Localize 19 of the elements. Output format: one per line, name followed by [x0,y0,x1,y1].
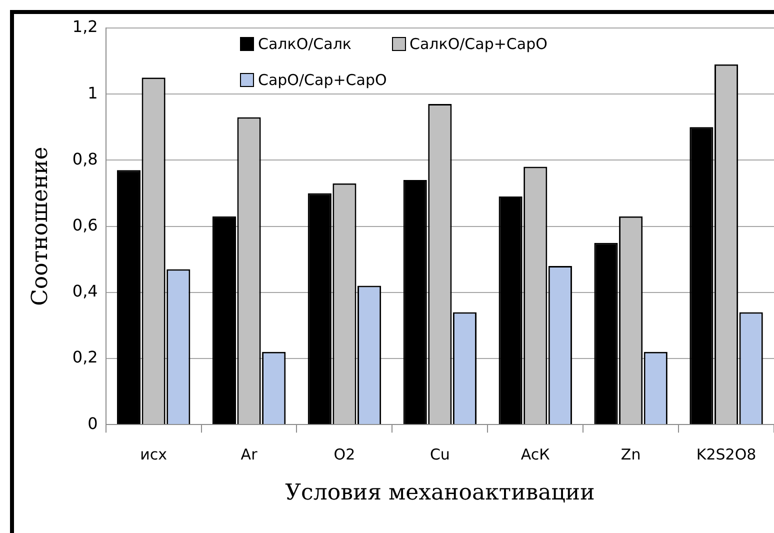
y-axis-title: Соотношение [28,146,53,306]
x-tick-label: Cu [430,445,450,464]
legend-label: СалкО/Сар+СарО [410,35,548,53]
legend-label: СарО/Сар+СарО [258,71,387,89]
y-tick-label: 0,6 [72,215,98,234]
x-tick-label: O2 [334,445,356,464]
y-tick-label: 1,2 [72,17,98,36]
y-tick-label: 1 [88,83,98,102]
x-tick-label: K2S2O8 [696,445,756,464]
x-tick-label: исх [140,445,168,464]
x-tick-label: Zn [620,445,641,464]
x-axis-title: Условия механоактивации [285,480,595,506]
y-tick-label: 0,2 [72,348,98,367]
legend-label: СалкО/Салк [258,35,352,53]
x-tick-label: AcК [520,445,550,464]
y-tick-label: 0,8 [72,149,98,168]
y-tick-label: 0 [88,414,98,433]
y-tick-label: 0,4 [72,282,98,301]
x-tick-label: Ar [240,445,258,464]
